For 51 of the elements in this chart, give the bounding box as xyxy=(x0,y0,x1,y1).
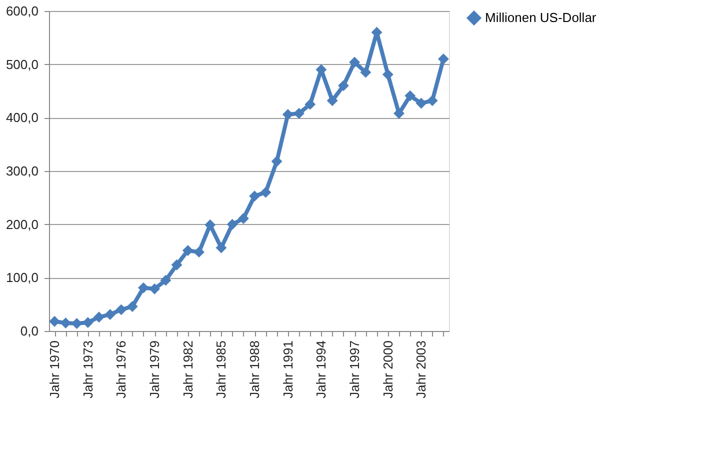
x-tick-label: Jahr 1976 xyxy=(114,340,129,398)
x-tick-label: Jahr 1997 xyxy=(347,340,362,398)
point xyxy=(49,316,60,327)
point xyxy=(338,80,349,92)
point xyxy=(271,156,282,167)
point xyxy=(94,312,104,323)
point xyxy=(182,244,194,256)
point xyxy=(194,246,204,258)
point xyxy=(149,283,160,294)
point xyxy=(382,68,394,80)
x-tick-label: Jahr 1982 xyxy=(180,340,196,398)
x-tick-label: Jahr 2000 xyxy=(380,340,396,398)
point xyxy=(282,108,294,120)
point xyxy=(204,219,216,230)
point xyxy=(171,259,182,270)
y-tick-label: 100,0 xyxy=(6,270,38,286)
point xyxy=(226,218,238,230)
x-tick-label: Jahr 1970 xyxy=(47,340,62,398)
x-tick-label: Jahr 1994 xyxy=(314,340,329,398)
x-tick-label: Jahr 1979 xyxy=(147,340,162,398)
y-tick-label: 600,0 xyxy=(6,4,38,18)
point xyxy=(349,56,360,68)
y-tick-label: 200,0 xyxy=(6,216,38,232)
point xyxy=(416,98,427,109)
point xyxy=(326,95,338,106)
point xyxy=(249,190,260,202)
point xyxy=(438,54,449,64)
point xyxy=(360,66,372,78)
point xyxy=(238,212,249,224)
x-tick-label: Jahr 1973 xyxy=(80,340,96,398)
legend-label: Millionen US-Dollar xyxy=(485,10,597,25)
y-tick-label: 300,0 xyxy=(6,164,38,178)
point xyxy=(404,90,416,102)
point xyxy=(160,274,172,286)
point xyxy=(260,186,272,198)
point xyxy=(304,98,316,110)
x-tick-label: Jahr 2003 xyxy=(414,340,429,398)
x-tick-label: Jahr 1985 xyxy=(214,340,229,398)
y-tick-label: 400,0 xyxy=(6,110,38,126)
point xyxy=(294,108,304,119)
point xyxy=(426,95,438,106)
y-tick-label: 0,0 xyxy=(20,324,38,338)
point xyxy=(126,300,138,312)
point xyxy=(71,318,82,330)
x-tick-label: Jahr 1991 xyxy=(280,340,296,398)
y-tick-label: 500,0 xyxy=(6,56,38,72)
x-tick-label: Jahr 1988 xyxy=(247,340,262,398)
point xyxy=(116,304,127,316)
point xyxy=(104,308,116,320)
point xyxy=(138,282,149,294)
point xyxy=(216,242,227,254)
